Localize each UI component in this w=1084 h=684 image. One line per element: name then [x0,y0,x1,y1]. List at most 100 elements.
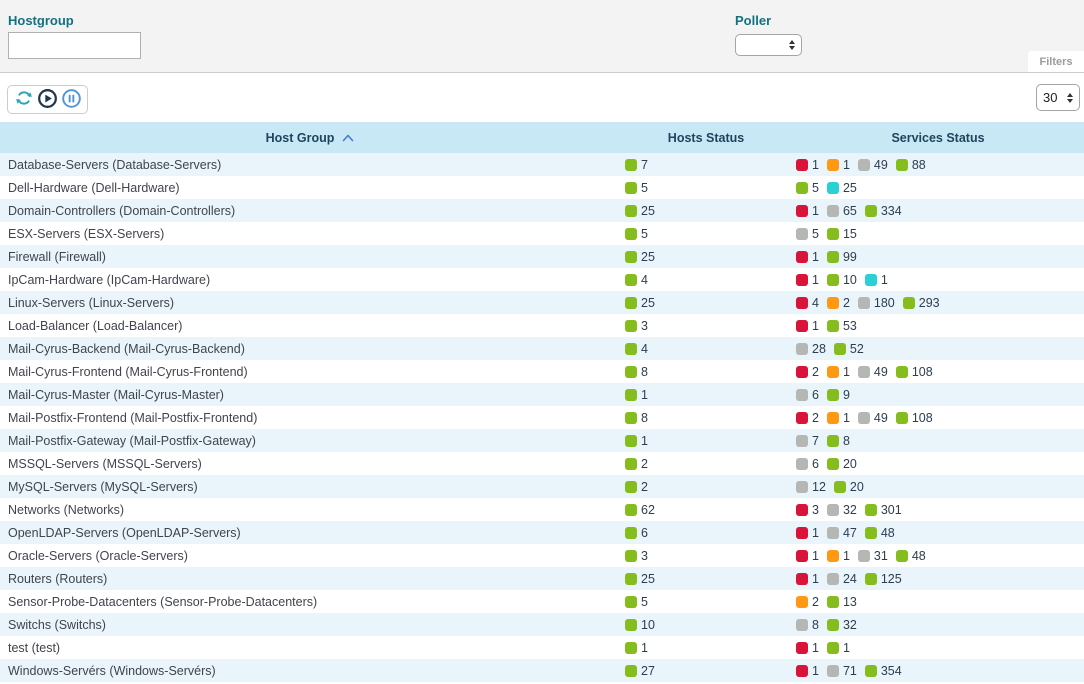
status-chip-critical[interactable]: 1 [796,158,819,172]
status-chip-pending[interactable]: 25 [826,181,857,195]
status-chip-ok[interactable]: 88 [895,158,926,172]
hostgroup-name[interactable]: Sensor-Probe-Datacenters (Sensor-Probe-D… [8,594,318,609]
status-chip-warning[interactable]: 1 [826,158,850,172]
column-header-services-status[interactable]: Services Status [891,130,985,145]
refresh-button[interactable] [12,88,35,111]
status-chip-ok[interactable]: 6 [625,526,648,540]
status-chip-warning[interactable]: 1 [826,411,850,425]
status-chip-ok[interactable]: 8 [826,434,850,448]
hostgroup-name[interactable]: Mail-Cyrus-Master (Mail-Cyrus-Master) [8,387,224,402]
status-chip-warning[interactable]: 1 [826,549,850,563]
table-row[interactable]: Mail-Cyrus-Backend (Mail-Cyrus-Backend) 4… [0,337,1084,360]
status-chip-unknown[interactable]: 28 [796,342,826,356]
column-header-hosts-status[interactable]: Hosts Status [667,130,745,145]
status-chip-warning[interactable]: 2 [796,595,819,609]
status-chip-ok[interactable]: 1 [625,388,648,402]
status-chip-critical[interactable]: 4 [796,296,819,310]
hostgroup-name[interactable]: Firewall (Firewall) [8,249,106,264]
status-chip-critical[interactable]: 1 [796,526,819,540]
status-chip-ok[interactable]: 20 [826,457,857,471]
hostgroup-name[interactable]: Networks (Networks) [8,502,124,517]
status-chip-ok[interactable]: 32 [826,618,857,632]
status-chip-critical[interactable]: 1 [796,319,819,333]
table-row[interactable]: Database-Servers (Database-Servers) 7 1 1 49… [0,153,1084,176]
status-chip-ok[interactable]: 10 [826,273,857,287]
status-chip-unknown[interactable]: 65 [826,204,857,218]
table-row[interactable]: Dell-Hardware (Dell-Hardware) 5 5 25 [0,176,1084,199]
status-chip-unknown[interactable]: 6 [796,457,819,471]
table-row[interactable]: Switchs (Switchs) 10 8 32 [0,613,1084,636]
status-chip-ok[interactable]: 1 [826,641,850,655]
hostgroup-name[interactable]: Mail-Postfix-Gateway (Mail-Postfix-Gatew… [8,433,256,448]
status-chip-critical[interactable]: 1 [796,664,819,678]
status-chip-critical[interactable]: 1 [796,250,819,264]
status-chip-ok[interactable]: 48 [895,549,926,563]
status-chip-ok[interactable]: 4 [625,273,648,287]
status-chip-unknown[interactable]: 31 [857,549,888,563]
status-chip-critical[interactable]: 1 [796,641,819,655]
status-chip-critical[interactable]: 2 [796,411,819,425]
hostgroup-name[interactable]: Oracle-Servers (Oracle-Servers) [8,548,188,563]
status-chip-ok[interactable]: 334 [864,204,902,218]
status-chip-ok[interactable]: 99 [826,250,857,264]
status-chip-unknown[interactable]: 47 [826,526,857,540]
table-row[interactable]: OpenLDAP-Servers (OpenLDAP-Servers) 6 1 47 4… [0,521,1084,544]
play-button[interactable] [36,88,59,111]
hostgroup-name[interactable]: IpCam-Hardware (IpCam-Hardware) [8,272,211,287]
status-chip-ok[interactable]: 25 [625,250,655,264]
status-chip-unknown[interactable]: 49 [857,411,888,425]
status-chip-ok[interactable]: 5 [625,181,648,195]
table-row[interactable]: Mail-Cyrus-Master (Mail-Cyrus-Master) 1 6 9 [0,383,1084,406]
table-row[interactable]: Mail-Cyrus-Frontend (Mail-Cyrus-Frontend… [0,360,1084,383]
status-chip-critical[interactable]: 2 [796,365,819,379]
hostgroup-name[interactable]: Mail-Cyrus-Backend (Mail-Cyrus-Backend) [8,341,245,356]
status-chip-ok[interactable]: 1 [625,434,648,448]
status-chip-ok[interactable]: 125 [864,572,902,586]
hostgroup-input[interactable] [8,32,141,59]
table-row[interactable]: Domain-Controllers (Domain-Controllers) 2… [0,199,1084,222]
hostgroup-name[interactable]: MSSQL-Servers (MSSQL-Servers) [8,456,202,471]
table-row[interactable]: Mail-Postfix-Gateway (Mail-Postfix-Gatew… [0,429,1084,452]
status-chip-unknown[interactable]: 32 [826,503,857,517]
hostgroup-name[interactable]: test (test) [8,640,61,655]
status-chip-ok[interactable]: 15 [826,227,857,241]
status-chip-unknown[interactable]: 5 [796,227,819,241]
pause-button[interactable] [60,88,83,111]
status-chip-ok[interactable]: 20 [833,480,864,494]
status-chip-ok[interactable]: 293 [902,296,940,310]
status-chip-ok[interactable]: 5 [625,227,648,241]
hostgroup-name[interactable]: Routers (Routers) [8,571,108,586]
status-chip-unknown[interactable]: 49 [857,158,888,172]
table-row[interactable]: Load-Balancer (Load-Balancer) 3 1 53 [0,314,1084,337]
status-chip-unknown[interactable]: 49 [857,365,888,379]
hostgroup-name[interactable]: Windows-Servérs (Windows-Servérs) [8,663,216,678]
status-chip-pending[interactable]: 1 [864,273,888,287]
status-chip-unknown[interactable]: 180 [857,296,895,310]
status-chip-ok[interactable]: 108 [895,411,933,425]
status-chip-ok[interactable]: 62 [625,503,655,517]
status-chip-critical[interactable]: 3 [796,503,819,517]
status-chip-ok[interactable]: 2 [625,480,648,494]
hostgroup-name[interactable]: Mail-Cyrus-Frontend (Mail-Cyrus-Frontend… [8,364,248,379]
table-row[interactable]: Windows-Servérs (Windows-Servérs) 27 1 71 35… [0,659,1084,682]
table-row[interactable]: test (test) 1 1 1 [0,636,1084,659]
status-chip-ok[interactable]: 301 [864,503,902,517]
status-chip-ok[interactable]: 3 [625,319,648,333]
status-chip-ok[interactable]: 25 [625,572,655,586]
status-chip-unknown[interactable]: 12 [796,480,826,494]
table-row[interactable]: MSSQL-Servers (MSSQL-Servers) 2 6 20 [0,452,1084,475]
table-row[interactable]: IpCam-Hardware (IpCam-Hardware) 4 1 10 1 [0,268,1084,291]
hostgroup-name[interactable]: Database-Servers (Database-Servers) [8,157,222,172]
hostgroup-name[interactable]: Domain-Controllers (Domain-Controllers) [8,203,236,218]
status-chip-ok[interactable]: 25 [625,204,655,218]
status-chip-ok[interactable]: 53 [826,319,857,333]
filters-tab[interactable]: Filters [1028,51,1084,72]
hostgroup-name[interactable]: ESX-Servers (ESX-Servers) [8,226,165,241]
status-chip-ok[interactable]: 5 [625,595,648,609]
hostgroup-name[interactable]: Load-Balancer (Load-Balancer) [8,318,183,333]
status-chip-ok[interactable]: 4 [625,342,648,356]
table-row[interactable]: Sensor-Probe-Datacenters (Sensor-Probe-D… [0,590,1084,613]
hostgroup-name[interactable]: Mail-Postfix-Frontend (Mail-Postfix-Fron… [8,410,258,425]
status-chip-warning[interactable]: 2 [826,296,850,310]
status-chip-ok[interactable]: 9 [826,388,850,402]
